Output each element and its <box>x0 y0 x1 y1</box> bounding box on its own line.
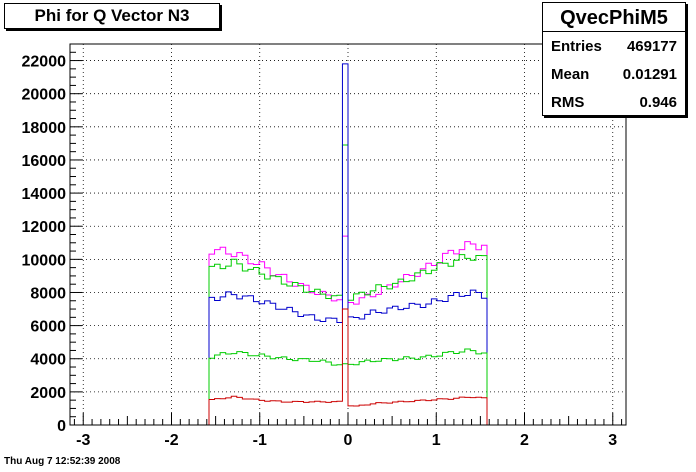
stats-label: Entries <box>551 37 602 55</box>
y-tick-label: 6000 <box>30 319 66 336</box>
y-tick-label: 12000 <box>22 219 67 236</box>
y-tick-label: 0 <box>57 418 66 435</box>
y-tick-label: 10000 <box>22 252 67 269</box>
grid <box>70 44 626 426</box>
y-tick-label: 18000 <box>22 120 67 137</box>
y-tick-label: 22000 <box>22 54 67 71</box>
x-tick-label: 0 <box>344 432 353 449</box>
stats-value: 0.946 <box>639 93 677 111</box>
x-tick-label: 1 <box>432 432 441 449</box>
chart-title: Phi for Q Vector N3 <box>4 3 220 29</box>
x-tick-label: -2 <box>164 432 178 449</box>
y-tick-label: 8000 <box>30 285 66 302</box>
histogram-series-5 <box>70 308 626 426</box>
stats-label: RMS <box>551 93 585 111</box>
stats-value: 0.01291 <box>622 65 677 83</box>
stats-histogram-name: QvecPhiM5 <box>543 3 685 32</box>
x-tick-label: 3 <box>608 432 617 449</box>
timestamp: Thu Aug 7 12:52:39 2008 <box>4 456 121 467</box>
x-tick-label: -1 <box>253 432 267 449</box>
y-tick-label: 16000 <box>22 153 67 170</box>
stats-box: QvecPhiM5 Entries 469177 Mean 0.01291 RM… <box>542 2 686 116</box>
stats-row-rms: RMS 0.946 <box>543 88 685 116</box>
y-tick-label: 20000 <box>22 87 67 104</box>
y-tick-label: 2000 <box>30 385 66 402</box>
stats-row-mean: Mean 0.01291 <box>543 60 685 88</box>
series-layer <box>70 63 626 426</box>
x-tick-label: 2 <box>520 432 529 449</box>
y-tick-label: 4000 <box>30 352 66 369</box>
stats-value: 469177 <box>626 37 677 55</box>
stats-row-entries: Entries 469177 <box>543 32 685 60</box>
x-tick-label: -3 <box>76 432 90 449</box>
axes: 0 2000 4000 6000 8000 10000 12000 14000 16000 180… <box>22 43 623 449</box>
y-tick-label: 14000 <box>22 186 67 203</box>
stats-label: Mean <box>551 65 590 83</box>
